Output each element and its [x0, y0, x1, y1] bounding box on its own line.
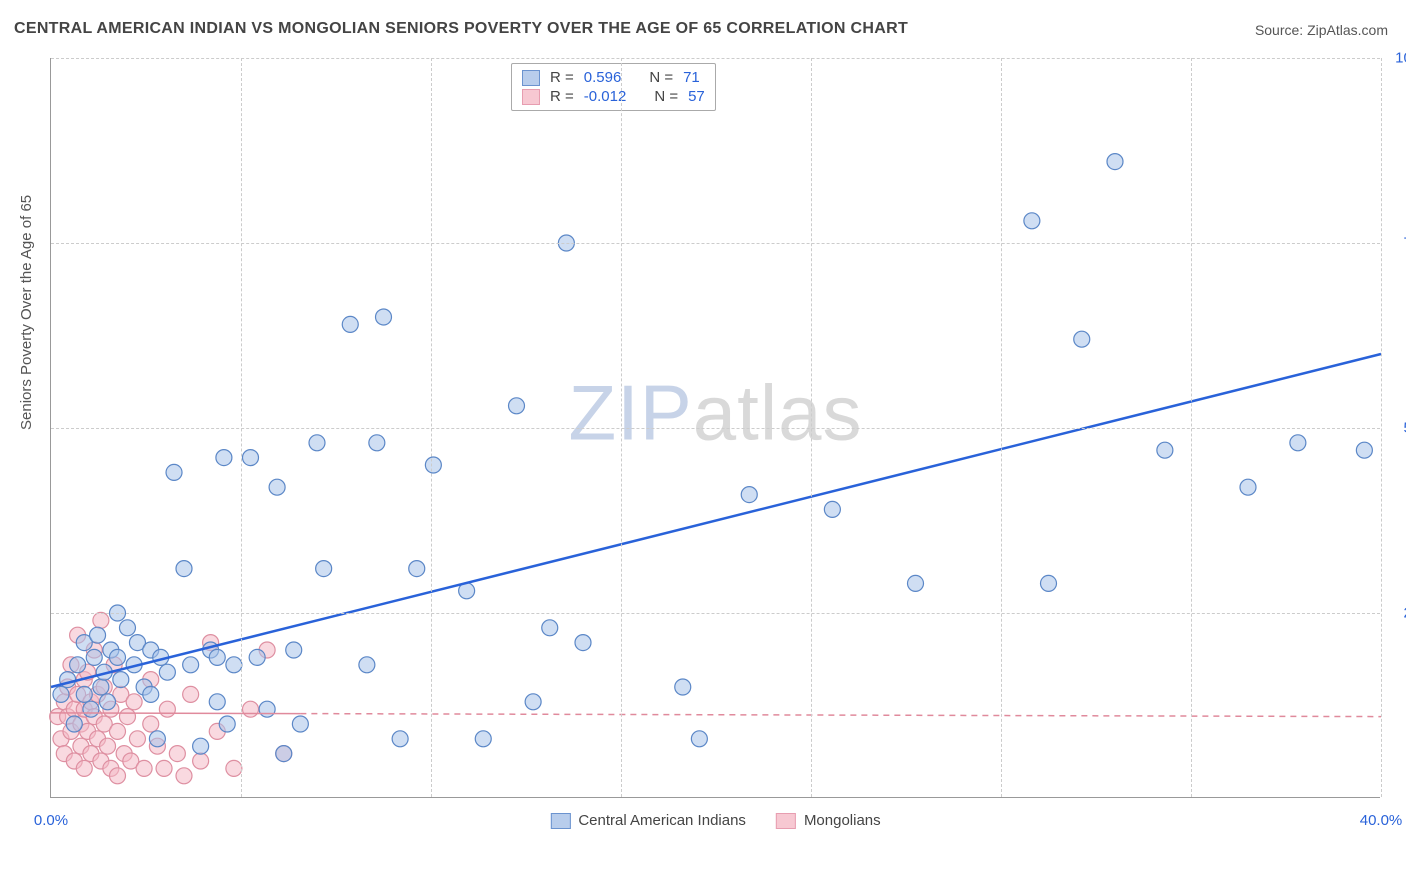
data-point [691, 731, 707, 747]
legend-bottom: Central American Indians Mongolians [550, 812, 880, 829]
data-point [169, 746, 185, 762]
data-point [76, 760, 92, 776]
data-point [1290, 435, 1306, 451]
data-point [309, 435, 325, 451]
data-point [193, 738, 209, 754]
data-point [475, 731, 491, 747]
data-point [243, 701, 259, 717]
data-point [176, 561, 192, 577]
y-axis-label: Seniors Poverty Over the Age of 65 [18, 195, 35, 430]
data-point [226, 760, 242, 776]
data-point [143, 686, 159, 702]
x-tick-label: 0.0% [34, 812, 68, 829]
data-point [66, 716, 82, 732]
data-point [156, 760, 172, 776]
data-point [209, 694, 225, 710]
data-point [143, 716, 159, 732]
x-tick-label: 40.0% [1360, 812, 1403, 829]
data-point [249, 649, 265, 665]
data-point [243, 450, 259, 466]
trend-line [300, 714, 1381, 717]
data-point [100, 694, 116, 710]
data-point [93, 612, 109, 628]
data-point [100, 738, 116, 754]
data-point [119, 709, 135, 725]
data-point [183, 657, 199, 673]
data-point [149, 731, 165, 747]
data-point [409, 561, 425, 577]
data-point [129, 731, 145, 747]
data-point [113, 672, 129, 688]
data-point [1074, 331, 1090, 347]
y-tick-label: 100.0% [1395, 50, 1406, 67]
data-point [824, 501, 840, 517]
data-point [1240, 479, 1256, 495]
data-point [226, 657, 242, 673]
data-point [90, 627, 106, 643]
data-point [159, 701, 175, 717]
data-point [276, 746, 292, 762]
data-point [136, 760, 152, 776]
legend-label-series1: Central American Indians [578, 812, 746, 829]
source-link[interactable]: ZipAtlas.com [1307, 22, 1388, 38]
data-point [342, 316, 358, 332]
data-point [292, 716, 308, 732]
plot-area: ZIPatlas R = 0.596 N = 71 R = -0.012 N =… [50, 58, 1380, 798]
data-point [183, 686, 199, 702]
data-point [369, 435, 385, 451]
data-point [525, 694, 541, 710]
data-point [209, 649, 225, 665]
data-point [70, 657, 86, 673]
legend-item-series2: Mongolians [776, 812, 881, 829]
chart-title: CENTRAL AMERICAN INDIAN VS MONGOLIAN SEN… [14, 20, 908, 38]
data-point [286, 642, 302, 658]
data-point [392, 731, 408, 747]
data-point [1024, 213, 1040, 229]
data-point [509, 398, 525, 414]
data-point [1041, 575, 1057, 591]
data-point [219, 716, 235, 732]
data-point [119, 620, 135, 636]
data-point [316, 561, 332, 577]
data-point [1157, 442, 1173, 458]
data-point [269, 479, 285, 495]
data-point [741, 487, 757, 503]
source-label: Source: [1255, 22, 1307, 38]
legend-swatch-series2-bottom [776, 813, 796, 829]
data-point [110, 649, 126, 665]
data-point [83, 701, 99, 717]
data-point [376, 309, 392, 325]
legend-item-series1: Central American Indians [550, 812, 746, 829]
data-point [1107, 154, 1123, 170]
data-point [176, 768, 192, 784]
source-credit: Source: ZipAtlas.com [1255, 22, 1388, 38]
data-point [53, 686, 69, 702]
data-point [93, 679, 109, 695]
data-point [908, 575, 924, 591]
data-point [216, 450, 232, 466]
data-point [166, 464, 182, 480]
data-point [675, 679, 691, 695]
data-point [110, 723, 126, 739]
data-point [126, 694, 142, 710]
data-point [425, 457, 441, 473]
data-point [193, 753, 209, 769]
trend-line [51, 354, 1381, 687]
data-point [86, 649, 102, 665]
trend-line [51, 713, 300, 714]
data-point [110, 768, 126, 784]
legend-swatch-series1-bottom [550, 813, 570, 829]
data-point [542, 620, 558, 636]
data-point [76, 686, 92, 702]
data-point [359, 657, 375, 673]
data-point [575, 635, 591, 651]
data-point [259, 701, 275, 717]
data-point [159, 664, 175, 680]
legend-label-series2: Mongolians [804, 812, 881, 829]
data-point [1356, 442, 1372, 458]
